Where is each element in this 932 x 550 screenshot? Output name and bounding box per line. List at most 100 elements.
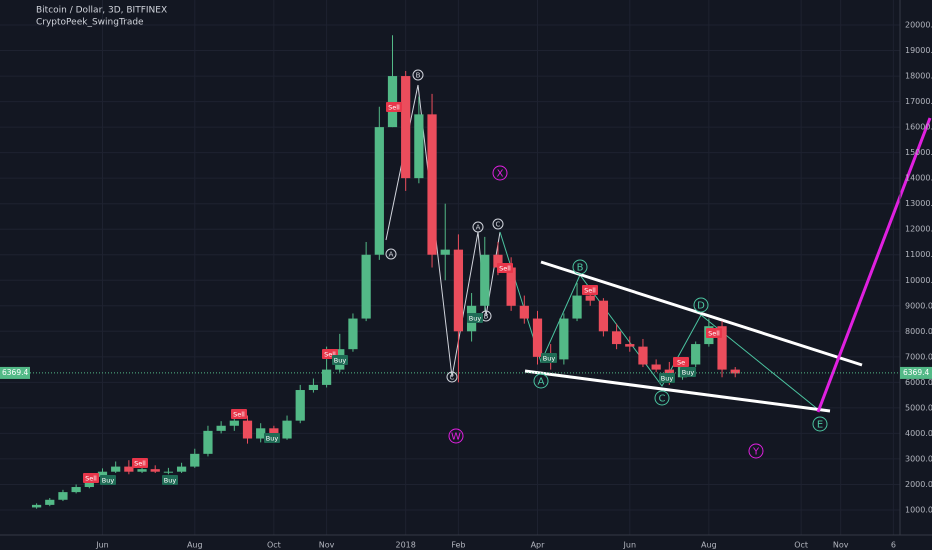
candle-body (651, 364, 661, 370)
wave-label: A (389, 251, 394, 259)
wave-circle (472, 221, 484, 233)
projection-line (816, 117, 932, 413)
candle-body (493, 254, 503, 268)
y-tick-label: 16000.0 (905, 123, 932, 132)
y-tick-label: 4000.0 (905, 429, 932, 438)
wave-label: A (538, 377, 545, 388)
wave-circle (385, 248, 397, 260)
candle-body (137, 469, 147, 472)
signal-label: Sell (388, 104, 400, 112)
wave-label: B (484, 313, 489, 321)
candle-body (190, 453, 200, 467)
candle-body (401, 76, 411, 179)
signal-box (659, 373, 675, 383)
wave-label: B (416, 72, 421, 80)
signal-label: Sell (85, 475, 97, 483)
candle-body (308, 384, 319, 391)
x-tick-label: 6 (891, 541, 896, 550)
candle-body (559, 318, 569, 360)
signal-label: Sell (134, 460, 146, 468)
y-tick-label: 8000.0 (905, 327, 932, 336)
candle-body (150, 469, 160, 472)
wave-label: A (476, 224, 481, 232)
wave-circle (533, 373, 549, 389)
wave-label: W (451, 432, 461, 443)
candle-body (440, 249, 450, 255)
candle-body (427, 114, 437, 255)
wave-circle (492, 218, 504, 230)
wave-label: B (577, 263, 584, 274)
y-tick-label: 3000.0 (905, 454, 932, 463)
candle-body (506, 267, 516, 306)
candle-body (31, 504, 42, 508)
wave-circle (812, 416, 828, 432)
candle-body (45, 499, 55, 505)
candle-body (625, 344, 635, 347)
signal-label: Sell (708, 330, 720, 338)
signal-label: Sell (584, 287, 596, 295)
x-tick-label: Jun (623, 541, 637, 550)
wave-circle (446, 371, 458, 383)
x-tick-label: Jun (95, 541, 109, 550)
signal-label: Sell (499, 265, 511, 273)
candle-body (453, 249, 464, 332)
last-price-box (0, 366, 30, 379)
signal-box (100, 475, 116, 485)
signal-box (132, 458, 148, 468)
candle-body (348, 318, 358, 350)
signal-label: Buy (469, 315, 482, 323)
grid (0, 0, 900, 535)
signal-box (582, 285, 598, 295)
wave-label: Y (752, 447, 760, 458)
candle-body (203, 430, 213, 454)
candle-body (480, 254, 490, 306)
signal-box (332, 355, 348, 365)
wave-circle (492, 165, 508, 181)
y-tick-label: 20000.0 (905, 21, 932, 30)
candle-body (97, 471, 108, 477)
x-tick-label: Oct (794, 541, 808, 550)
signal-label: Buy (682, 369, 695, 377)
signal-label: Buy (164, 477, 177, 485)
y-tick-label: 15000.0 (905, 148, 932, 157)
y-tick-label: 2000.0 (905, 480, 932, 489)
last-price-box (900, 366, 932, 379)
x-tick-label: Oct (267, 541, 281, 550)
signal-box (83, 473, 99, 483)
wave-label: C (659, 394, 666, 405)
signal-label: Se (677, 359, 685, 367)
candle-body (598, 300, 609, 332)
signal-box (706, 328, 722, 338)
x-tick-label: Nov (833, 541, 849, 550)
candle-body (585, 295, 595, 301)
signal-label: Sell (233, 411, 245, 419)
candles (31, 35, 740, 509)
candle-body (124, 466, 134, 472)
signal-label: Sell (324, 351, 336, 359)
last-price-label: 6369.4 (903, 368, 929, 377)
trend-line (540, 260, 863, 367)
signal-box (386, 102, 402, 112)
candle-body (295, 390, 305, 421)
y-tick-label: 14000.0 (905, 174, 932, 183)
candle-body (321, 369, 332, 385)
signal-box (673, 357, 689, 367)
candle-body (216, 425, 226, 431)
candle-body (242, 420, 253, 439)
x-tick-label: 2018 (396, 541, 416, 550)
y-tick-label: 1000.0 (905, 505, 932, 514)
wave-label: C (496, 221, 501, 229)
candle-body (163, 471, 174, 473)
last-price-label: 6369.4 (2, 368, 28, 377)
wave-circle (448, 428, 464, 444)
y-tick-label: 9000.0 (905, 301, 932, 310)
candle-body (111, 466, 121, 472)
x-tick-label: Feb (451, 541, 465, 550)
wave-label: X (497, 169, 504, 180)
signal-box (467, 313, 483, 323)
chart-title: Bitcoin / Dollar, 3D, BITFINEX (36, 6, 167, 16)
wave-circle (412, 69, 424, 81)
signal-box (541, 353, 557, 363)
x-tick-label: Aug (701, 541, 717, 550)
